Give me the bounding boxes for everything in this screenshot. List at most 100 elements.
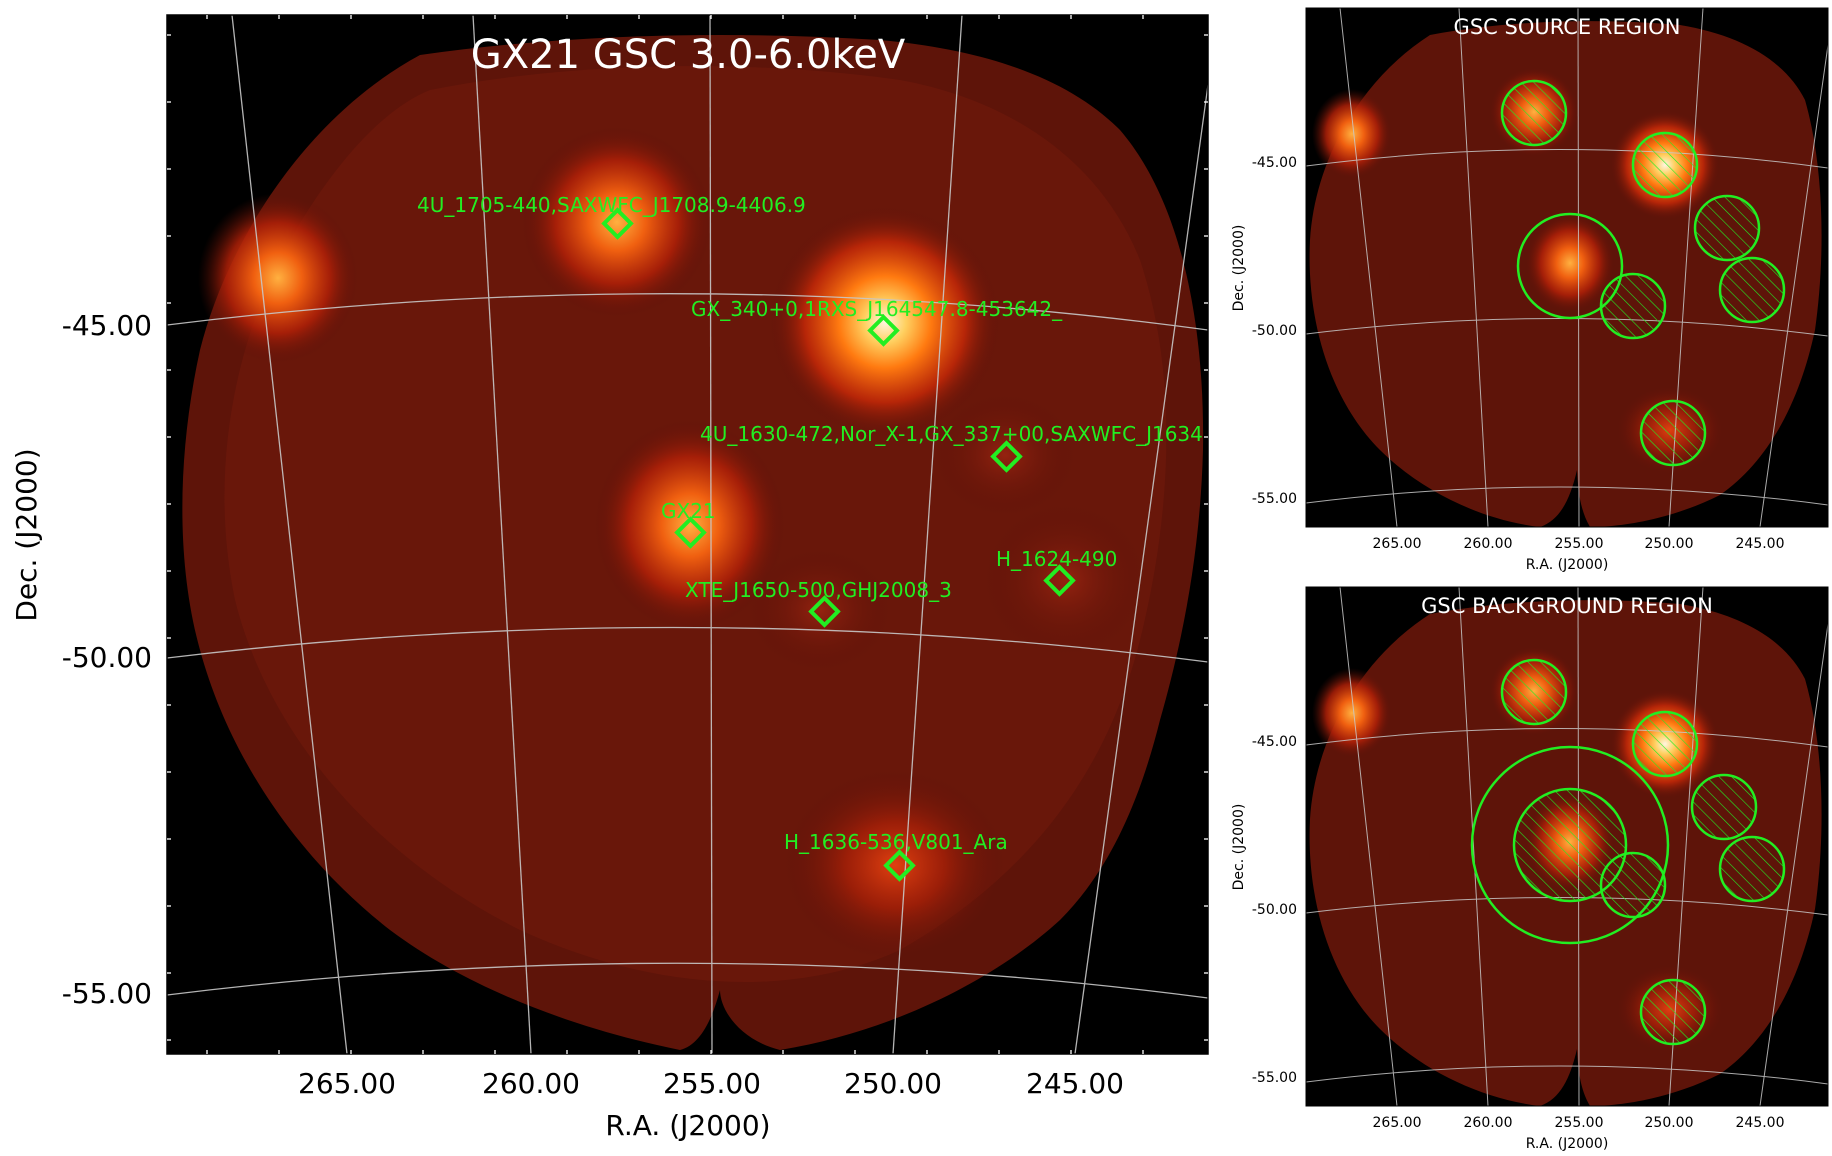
- source-extraction-circle: [1516, 212, 1624, 320]
- exclusion-circle: [1631, 710, 1699, 778]
- source-glow-gx21: [595, 420, 785, 630]
- dec-gridline-50: [167, 626, 1208, 663]
- background-panel-title: GSC BACKGROUND REGION: [1421, 594, 1713, 618]
- bkg-glow-d: [1312, 668, 1392, 758]
- exclusion-circle: [1690, 773, 1758, 841]
- marker-h1636: [883, 849, 916, 882]
- bkg-dec-gridline: [1306, 727, 1828, 748]
- main-title: GX21 GSC 3.0-6.0keV: [471, 32, 906, 78]
- background-dec-tick-labels: -45.00 -50.00 -55.00: [1252, 734, 1297, 1086]
- background-x-axis-label: R.A. (J2000): [1526, 1136, 1609, 1152]
- source-glow-4u1630: [935, 395, 1075, 515]
- bkg-dec-gridline: [1306, 1065, 1828, 1085]
- src-ra-gridline: [1759, 44, 1828, 527]
- source-axes-frame: [1305, 7, 1829, 528]
- exclusion-circle: [1599, 272, 1667, 340]
- source-markers: [601, 207, 1076, 882]
- source-panel-title: GSC SOURCE REGION: [1454, 15, 1681, 39]
- source-glow-h1636: [785, 770, 1005, 960]
- bkg-ra-gridline: [1759, 623, 1828, 1106]
- label-h1624: H_1624-490: [996, 547, 1117, 571]
- source-glow-h1624: [985, 505, 1145, 655]
- ra-gridline-250: [892, 15, 963, 1054]
- source-ra-tick-labels: 265.00 260.00 255.00 250.00 245.00: [1373, 536, 1785, 552]
- background-ra-tick-labels: 265.00 260.00 255.00 250.00 245.00: [1373, 1115, 1785, 1131]
- label-4u1630: 4U_1630-472,Nor_X-1,GX_337+00,SAXWFC_J16…: [700, 422, 1203, 446]
- marker-4u1630: [990, 440, 1023, 473]
- dec-tick-label: -55.00: [1252, 491, 1297, 507]
- ra-tick-label: 245.00: [1026, 1067, 1124, 1100]
- ra-tick-label: 245.00: [1736, 536, 1785, 552]
- exclusion-circle: [1693, 194, 1761, 262]
- main-axes-frame: [166, 14, 1209, 1055]
- ra-tick-label: 265.00: [1373, 536, 1422, 552]
- label-gx21: GX21: [661, 499, 716, 523]
- exclusion-circle: [1631, 131, 1699, 199]
- ra-tick-label: 265.00: [1373, 1115, 1422, 1131]
- ra-tick-label: 255.00: [663, 1067, 761, 1100]
- ra-gridline-260: [472, 15, 532, 1054]
- ra-tick-label: 250.00: [844, 1067, 942, 1100]
- marker-xte1650: [808, 595, 841, 628]
- exclusion-circle: [1500, 658, 1568, 726]
- ra-gridline-245: [1074, 84, 1208, 1054]
- marker-gx340: [867, 314, 900, 347]
- source-dec-tick-labels: -45.00 -50.00 -55.00: [1252, 155, 1297, 507]
- marker-4u1705: [601, 207, 634, 240]
- dec-tick-label: -45.00: [1252, 155, 1297, 171]
- src-ra-gridline: [1577, 8, 1580, 527]
- main-dec-tick-labels: -45.00 -50.00 -55.00: [62, 309, 152, 1010]
- src-ra-gridline: [1458, 8, 1489, 527]
- source-glow-gx340: [770, 207, 1000, 437]
- source-glow-left-edge: [198, 193, 358, 363]
- background-axes-frame: [1305, 586, 1829, 1107]
- exclusion-circle: [1512, 787, 1628, 903]
- label-4u1705: 4U_1705-440,SAXWFC_J1708.9-4406.9: [417, 193, 806, 217]
- ra-tick-label: 255.00: [1555, 1115, 1604, 1131]
- ra-gridline-265: [231, 15, 348, 1054]
- main-tick-marks: [167, 15, 1208, 1054]
- src-ra-gridline: [1339, 8, 1398, 527]
- exclusion-circle: [1718, 835, 1786, 903]
- background-regions: [1470, 658, 1786, 1046]
- dec-tick-label: -50.00: [1252, 323, 1297, 339]
- src-glow-d: [1312, 89, 1392, 179]
- dec-gridline-55: [167, 962, 1208, 999]
- ra-tick-label: 255.00: [1555, 536, 1604, 552]
- ra-tick-label: 260.00: [1464, 536, 1513, 552]
- ra-tick-label: 250.00: [1645, 536, 1694, 552]
- ra-tick-label: 260.00: [482, 1067, 580, 1100]
- background-annulus-outer: [1470, 745, 1670, 945]
- bkg-ra-gridline: [1339, 587, 1398, 1106]
- ra-tick-label: 245.00: [1736, 1115, 1785, 1131]
- ra-gridline-255: [709, 15, 713, 1054]
- label-h1636: H_1636-536,V801_Ara: [784, 830, 1008, 854]
- background-region-panel: GSC BACKGROUND REGION -45.00 -50.00 -55.…: [1231, 586, 1829, 1152]
- exclusion-circle: [1599, 851, 1667, 919]
- ra-tick-label: 265.00: [298, 1067, 396, 1100]
- label-xte1650: XTE_J1650-500,GHJ2008_3: [685, 578, 952, 602]
- src-glow-c: [1525, 213, 1615, 313]
- dec-tick-label: -50.00: [62, 641, 152, 674]
- src-dec-gridline: [1306, 148, 1828, 169]
- main-panel: 4U_1705-440,SAXWFC_J1708.9-4406.9 GX_340…: [10, 14, 1209, 1142]
- source-y-axis-label: Dec. (J2000): [1231, 225, 1247, 312]
- main-x-axis-label: R.A. (J2000): [605, 1109, 770, 1142]
- dec-gridline-45: [167, 293, 1208, 331]
- background-y-axis-label: Dec. (J2000): [1231, 804, 1247, 891]
- dec-tick-label: -45.00: [62, 309, 152, 342]
- ra-tick-label: 260.00: [1464, 1115, 1513, 1131]
- exclusion-circle: [1639, 399, 1707, 467]
- exclusion-circle: [1718, 256, 1786, 324]
- exclusion-circle: [1500, 79, 1568, 147]
- source-labels: 4U_1705-440,SAXWFC_J1708.9-4406.9 GX_340…: [417, 193, 1203, 854]
- dec-tick-label: -50.00: [1252, 902, 1297, 918]
- main-ra-tick-labels: 265.00 260.00 255.00 250.00 245.00: [298, 1067, 1124, 1100]
- dec-tick-label: -45.00: [1252, 734, 1297, 750]
- dec-tick-label: -55.00: [62, 977, 152, 1010]
- source-region-panel: GSC SOURCE REGION -45.00 -50.00 -55.00 2…: [1231, 7, 1829, 573]
- source-regions: [1500, 79, 1786, 467]
- source-glow-xte1650: [750, 550, 890, 670]
- bkg-ra-gridline: [1458, 587, 1489, 1106]
